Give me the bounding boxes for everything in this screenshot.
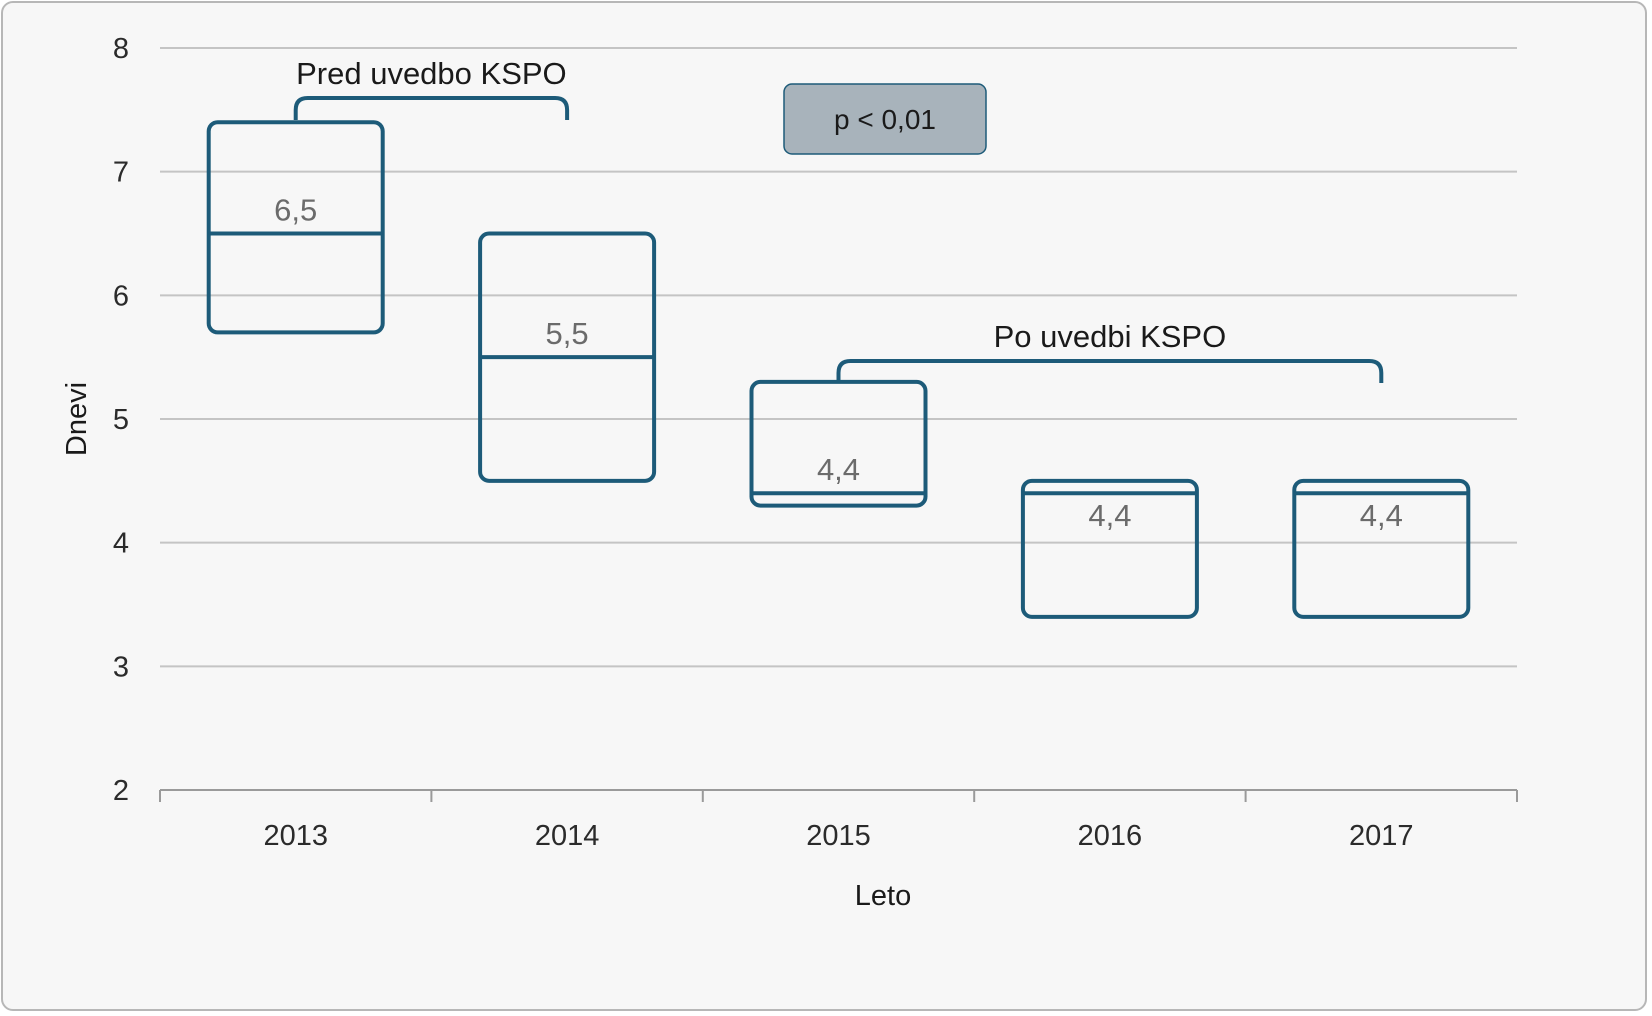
median-label-2016: 4,4 (1088, 498, 1131, 533)
annotation: p < 0,01 (783, 83, 987, 155)
y-tick-label: 7 (113, 157, 129, 189)
box-2016 (1020, 478, 1199, 619)
x-axis-title: Leto (855, 880, 911, 912)
x-tick-label: 2016 (1078, 820, 1143, 852)
x-tick-label: 2015 (806, 820, 871, 852)
y-tick-label: 6 (113, 280, 129, 312)
group-label: Po uvedbi KSPO (994, 319, 1227, 354)
y-tick-label: 5 (113, 404, 129, 436)
axes: 2 3 4 5 6 7 8 2013 2014 2015 2016 2017 (113, 33, 1518, 852)
y-tick-label: 3 (113, 651, 129, 683)
median-label-2015: 4,4 (817, 452, 860, 487)
group-brackets: Pred uvedbo KSPO Po uvedbi KSPO (293, 56, 1384, 383)
median-label-2017: 4,4 (1360, 498, 1403, 533)
x-tick-label: 2017 (1349, 820, 1414, 852)
box-2013 (206, 120, 385, 335)
x-tick-label: 2013 (263, 820, 328, 852)
median-label-2014: 5,5 (546, 316, 589, 351)
group-bracket (293, 96, 570, 120)
median-label-2013: 6,5 (274, 193, 317, 228)
y-axis-title: Dnevi (61, 382, 93, 456)
p-value-label: p < 0,01 (834, 104, 936, 135)
y-tick-label: 4 (113, 528, 129, 560)
p-value-box (783, 83, 987, 155)
box-chart: 2 3 4 5 6 7 8 2013 2014 2015 2016 2017 6,5 5,5 4,4 4,4… (61, 33, 1518, 912)
y-tick-label: 8 (113, 33, 129, 65)
x-tick-label: 2014 (535, 820, 600, 852)
box-2017 (1292, 478, 1471, 619)
gridlines (160, 47, 1517, 668)
group-bracket (836, 359, 1384, 383)
y-tick-label: 2 (113, 775, 129, 807)
group-label: Pred uvedbo KSPO (296, 56, 567, 91)
